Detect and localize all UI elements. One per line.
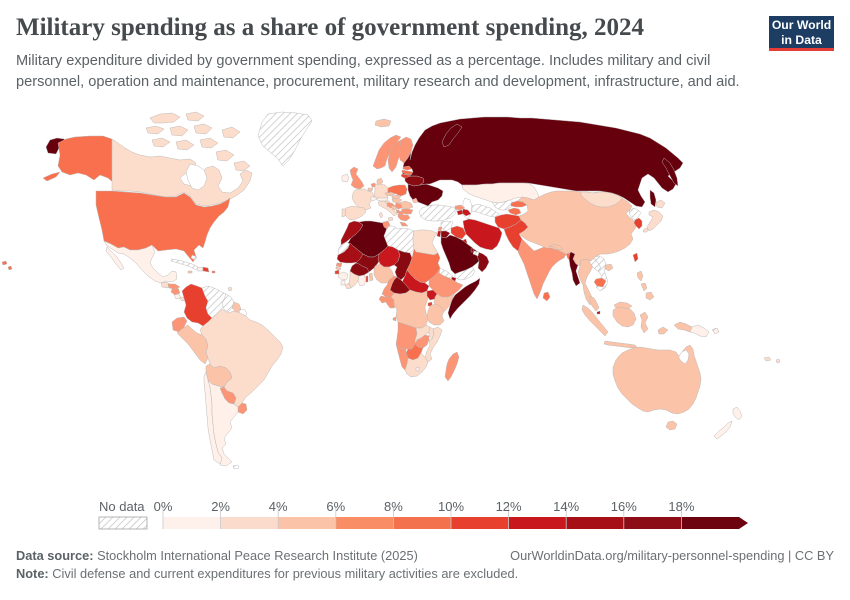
svg-text:14%: 14% <box>553 499 579 514</box>
svg-text:2%: 2% <box>211 499 230 514</box>
svg-text:16%: 16% <box>611 499 637 514</box>
svg-text:10%: 10% <box>438 499 464 514</box>
svg-text:6%: 6% <box>326 499 345 514</box>
svg-text:8%: 8% <box>384 499 403 514</box>
svg-text:No data: No data <box>99 499 145 514</box>
svg-text:4%: 4% <box>269 499 288 514</box>
svg-text:0%: 0% <box>154 499 173 514</box>
svg-text:18%: 18% <box>668 499 694 514</box>
svg-text:12%: 12% <box>496 499 522 514</box>
